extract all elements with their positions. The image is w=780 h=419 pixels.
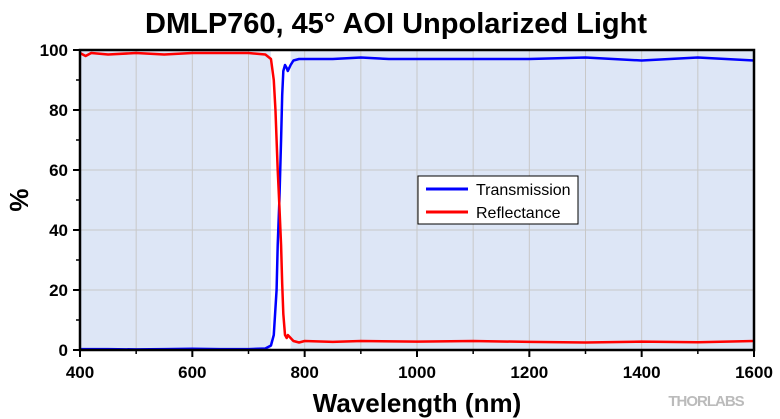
y-tick-label: 100 (40, 41, 68, 60)
y-axis-label: % (4, 188, 34, 211)
x-axis-label: Wavelength (nm) (313, 388, 521, 418)
legend-label-reflectance: Reflectance (476, 205, 561, 222)
chart-title: DMLP760, 45° AOI Unpolarized Light (145, 8, 647, 40)
series-line-reflectance (79, 51, 755, 344)
x-tick-label: 600 (178, 363, 206, 382)
x-tick-label: 800 (290, 363, 318, 382)
y-tick-label: 40 (49, 221, 68, 240)
x-tick-label: 400 (66, 363, 94, 382)
x-tick-label: 1400 (623, 363, 661, 382)
x-tick-label: 1600 (735, 363, 773, 382)
legend-label-transmission: Transmission (476, 182, 571, 199)
x-tick-label: 1000 (398, 363, 436, 382)
y-tick-label: 60 (49, 161, 68, 180)
x-tick-label: 1200 (510, 363, 548, 382)
shaded-region (80, 50, 271, 350)
legend: Transmission Reflectance (417, 175, 579, 225)
y-tick-label: 80 (49, 101, 68, 120)
thorlabs-logo: THORLABS (668, 393, 744, 410)
y-tick-label: 20 (49, 281, 68, 300)
y-tick-label: 0 (59, 341, 68, 360)
